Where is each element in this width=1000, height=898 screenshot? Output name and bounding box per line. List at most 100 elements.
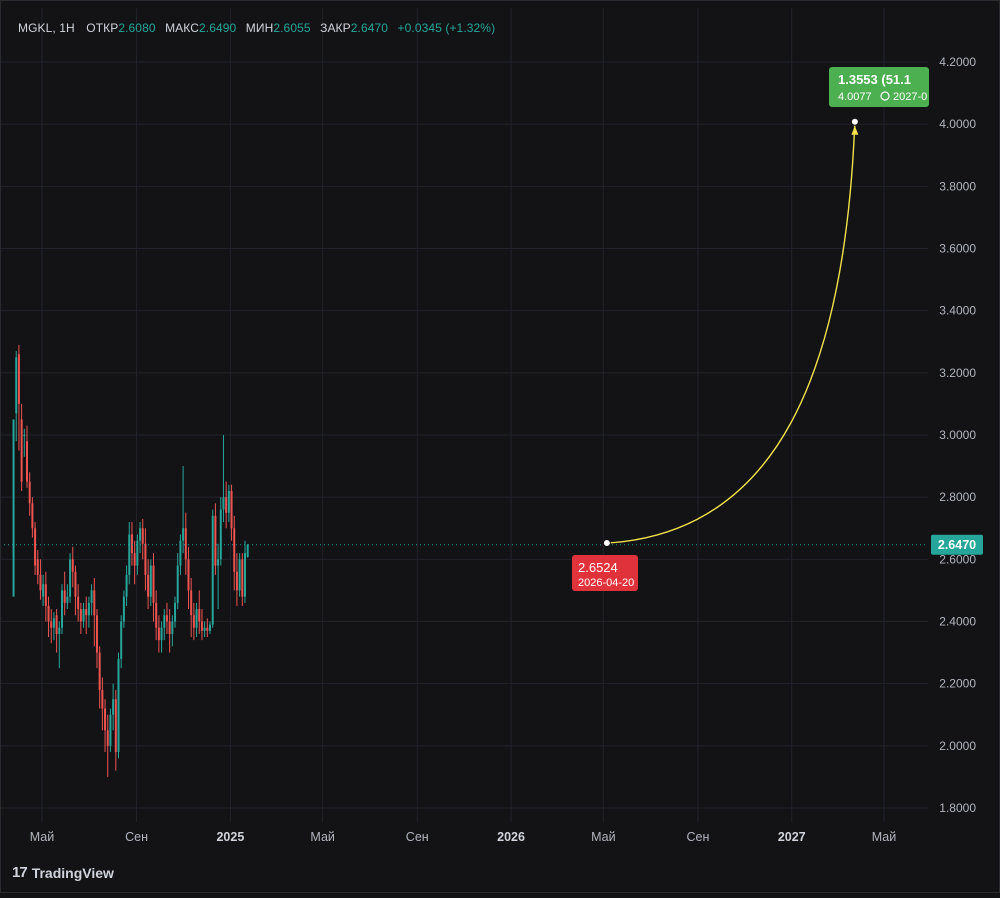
candle-body [50,621,53,628]
candle-body [227,490,230,513]
candle-body [95,615,98,653]
candle-body [52,618,55,628]
candle-body [139,528,142,541]
candle-body [184,528,187,560]
x-tick-label: 2027 [778,830,806,844]
projection-end-handle[interactable] [850,117,859,126]
candle-body [200,621,203,631]
candle-body [241,559,244,597]
candle-body [152,565,155,603]
candle-body [222,497,225,510]
candle-body [90,590,93,603]
candle-body [34,528,37,566]
projection-curve[interactable] [606,121,856,544]
candle-body [235,571,238,591]
legend-change: +0.0345 (+1.32%) [397,21,496,35]
x-tick-label: Сен [406,830,429,844]
candle-body [149,565,152,597]
candle-body [214,515,217,566]
candle-body [176,565,179,603]
candle-body [39,574,42,591]
last-price-tag: 2.6470 [931,534,983,555]
candle-body [58,627,61,634]
x-tick-label: Сен [686,830,709,844]
candle-body [66,596,69,603]
candle-body [93,590,96,616]
grid-layer [0,8,928,822]
y-tick-label: 1.8000 [939,801,976,815]
candle-body [31,503,34,529]
candle-body [174,602,177,622]
candle-body [168,621,171,634]
candle-body [147,574,150,597]
candle-body [163,615,166,628]
x-tick-label: 2026 [497,830,525,844]
candle-body [69,559,72,597]
legend-close-label: ЗАКР [320,21,351,35]
projection-end-change: 1.3553 (51.1 [838,72,911,87]
legend-close-value: 2.6470 [350,21,389,35]
candle-body [187,559,190,591]
candle-body [44,584,47,606]
y-axis: 4.2000 4.0000 3.8000 3.6000 3.4000 3.2000 3.00… [939,55,976,815]
candle-body [165,615,168,622]
candle-body [246,544,249,557]
candle-body [85,609,88,616]
candle-body [130,534,133,554]
y-tick-label: 2.0000 [939,739,976,753]
y-tick-label: 3.8000 [939,179,976,193]
projection-start-handle[interactable] [602,539,611,548]
candle-body [211,515,214,625]
candle-body [109,714,112,746]
candle-body [104,708,107,731]
x-tick-label: 2025 [216,830,244,844]
y-tick-label: 2.4000 [939,615,976,629]
legend-low-label: МИН [245,21,274,35]
candle-body [74,571,77,597]
candle-body [219,509,222,560]
candle-body [217,559,220,566]
candle-body [112,699,115,715]
projection-end-date: 2027-0 [893,91,927,103]
candles-layer [12,344,249,777]
candle-body [114,699,117,753]
projection-end-price: 4.0077 [838,91,872,103]
candle-body [230,490,233,529]
candle-body [28,481,31,504]
candle-body [203,627,206,631]
y-tick-label: 4.0000 [939,117,976,131]
candle-body [117,658,120,753]
candle-body [36,559,39,575]
legend-symbol[interactable]: MGKL, 1H [18,21,75,35]
candle-body [55,615,58,634]
tradingview-brand[interactable]: 17 TradingView [12,864,114,881]
x-tick-label: Май [872,830,897,844]
x-axis: Май Сен 2025 Май Сен 2026 Май Сен 2027 Май [30,830,897,844]
x-tick-label: Май [310,830,335,844]
candle-body [238,559,241,591]
candle-body [12,419,15,597]
legend-open-value: 2.6080 [118,21,156,35]
candle-body [125,574,128,597]
candle-body [122,596,125,622]
candle-body [209,624,212,631]
y-tick-label: 3.4000 [939,304,976,318]
candle-body [141,528,144,544]
candle-body [198,609,201,622]
candle-body [128,534,131,575]
last-price-tag-label: 2.6470 [938,538,976,552]
candle-body [244,553,247,597]
candle-body [206,627,209,631]
candle-body [133,553,136,566]
candle-body [144,543,147,575]
candle-body [155,602,158,628]
projection-layer[interactable] [602,117,859,548]
clock-icon [880,91,890,101]
candle-body [157,627,160,641]
candle-body [120,621,123,659]
candle-body [77,596,80,610]
y-tick-label: 2.2000 [939,677,976,691]
